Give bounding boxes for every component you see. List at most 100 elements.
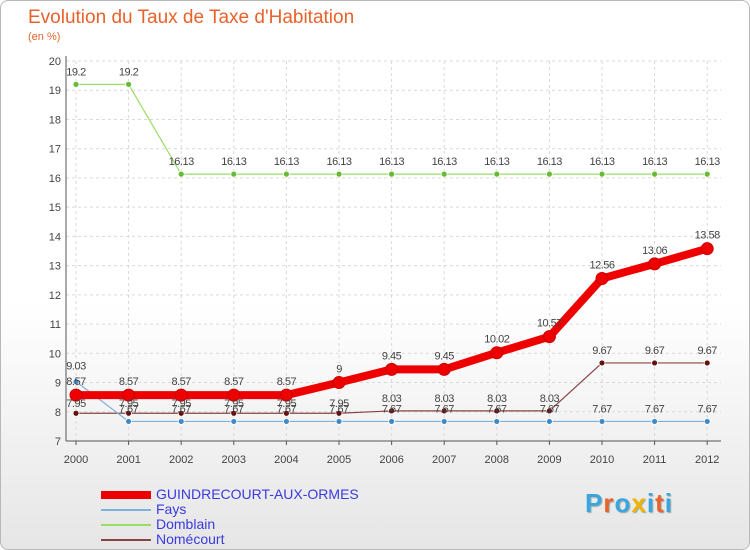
y-tick-label: 8 (55, 407, 61, 419)
data-point-0 (69, 388, 83, 402)
x-tick-label: 2012 (695, 454, 719, 466)
data-point-0 (122, 388, 136, 402)
data-point-3 (177, 409, 185, 417)
data-label-2: 16.13 (274, 156, 299, 168)
x-tick-label: 2004 (274, 454, 298, 466)
data-point-2 (651, 170, 658, 178)
data-label-2: 16.13 (432, 156, 457, 168)
logo-letter: t (655, 488, 665, 518)
data-label-2: 16.13 (695, 156, 720, 168)
data-label-0: 8.57 (171, 376, 191, 388)
x-tick-label: 2007 (432, 454, 456, 466)
data-point-3 (440, 407, 448, 415)
data-label-3: 7.95 (119, 398, 139, 410)
data-point-0 (542, 330, 556, 344)
y-tick-label: 9 (55, 378, 61, 390)
data-label-1: 7.67 (329, 403, 349, 415)
data-label-1: 7.67 (277, 403, 297, 415)
y-tick-label: 15 (49, 202, 61, 214)
data-label-2: 16.13 (326, 156, 351, 168)
data-label-2: 16.13 (589, 156, 614, 168)
data-label-2: 16.13 (537, 156, 562, 168)
data-point-2 (388, 170, 396, 178)
data-point-1 (282, 418, 290, 425)
data-label-0: 8.57 (66, 376, 86, 388)
data-point-2 (125, 80, 132, 88)
data-point-1 (440, 418, 448, 425)
data-label-1: 7.67 (697, 403, 717, 415)
data-point-3 (703, 359, 711, 367)
legend-swatch-nomecourt (101, 539, 151, 541)
logo-letter: P (585, 488, 604, 518)
data-point-3 (651, 359, 658, 367)
data-label-3: 8.03 (434, 393, 454, 405)
data-label-3: 9.67 (697, 345, 717, 357)
legend-swatch-guindrecourt (101, 491, 151, 499)
data-label-0: 8.57 (224, 376, 244, 388)
logo-letter: o (614, 488, 632, 518)
data-point-2 (703, 170, 711, 178)
y-tick-label: 13 (49, 261, 61, 273)
data-label-3: 7.95 (224, 398, 244, 410)
x-tick-label: 2001 (116, 454, 140, 466)
data-point-3 (335, 409, 343, 417)
data-label-0: 8.57 (277, 376, 297, 388)
legend-swatch-domblain (101, 524, 151, 526)
data-point-1 (125, 418, 132, 425)
legend-label-fays: Fays (156, 501, 187, 517)
x-tick-label: 2000 (64, 454, 88, 466)
data-point-3 (388, 407, 396, 415)
data-label-3: 7.95 (277, 398, 297, 410)
data-point-2 (230, 170, 238, 178)
proxiti-logo: Proxiti (585, 488, 673, 519)
data-label-1: 9.03 (66, 361, 86, 373)
data-point-3 (546, 407, 553, 415)
logo-letter: r (603, 488, 615, 518)
data-point-0 (595, 271, 609, 285)
data-label-0: 10.02 (484, 334, 509, 346)
data-point-1 (388, 418, 396, 425)
data-label-0: 9.45 (382, 350, 402, 362)
logo-letter: i (664, 488, 673, 518)
x-tick-label: 2005 (327, 454, 351, 466)
data-label-0: 10.57 (537, 318, 562, 330)
x-tick-label: 2011 (643, 454, 667, 466)
data-label-1: 7.67 (382, 403, 402, 415)
data-label-0: 9 (336, 364, 342, 376)
data-point-3 (125, 409, 132, 417)
data-label-2: 16.13 (642, 156, 667, 168)
data-label-3: 8.03 (487, 393, 507, 405)
data-label-1: 7.67 (487, 403, 507, 415)
data-label-3: 8.03 (540, 393, 560, 405)
data-label-0: 8.57 (119, 376, 139, 388)
y-tick-label: 18 (49, 114, 61, 126)
y-tick-label: 16 (49, 173, 61, 185)
y-tick-label: 17 (49, 144, 61, 156)
x-tick-label: 2003 (222, 454, 246, 466)
data-label-1: 7.67 (540, 403, 560, 415)
data-point-2 (440, 170, 448, 178)
data-point-3 (598, 359, 606, 367)
y-tick-label: 10 (49, 348, 61, 360)
data-point-0 (385, 362, 399, 376)
data-point-3 (72, 409, 80, 417)
legend-label-domblain: Domblain (156, 516, 216, 532)
y-tick-label: 14 (49, 231, 61, 243)
data-point-3 (282, 409, 290, 417)
data-label-2: 19.2 (66, 66, 86, 78)
data-label-3: 7.95 (171, 398, 191, 410)
data-point-0 (437, 362, 451, 376)
data-label-3: 8.03 (382, 393, 402, 405)
data-point-2 (546, 170, 553, 178)
legend-swatch-fays (101, 509, 151, 511)
data-label-0: 13.06 (642, 245, 667, 257)
data-point-2 (493, 170, 501, 178)
data-label-2: 16.13 (169, 156, 194, 168)
chart-subtitle: (en %) (28, 31, 61, 43)
data-point-1 (72, 378, 80, 386)
data-label-2: 16.13 (221, 156, 246, 168)
data-label-3: 7.95 (66, 398, 86, 410)
data-point-1 (598, 418, 606, 425)
y-tick-label: 20 (49, 56, 61, 68)
data-point-1 (335, 418, 343, 425)
